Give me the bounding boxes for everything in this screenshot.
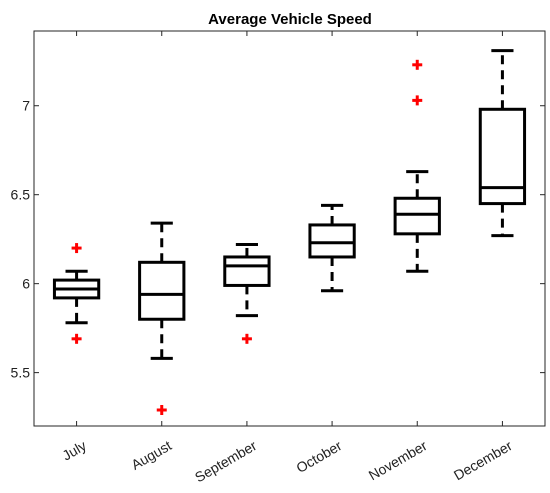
outlier-marker: [156, 404, 167, 415]
iqr-box: [223, 255, 271, 287]
box-november: [393, 59, 441, 273]
iqr-box: [138, 260, 186, 321]
x-category-label: August: [128, 437, 174, 473]
x-category-label: September: [192, 437, 260, 485]
x-category-label: October: [293, 437, 344, 476]
iqr-box: [478, 107, 527, 206]
boxes-group: [52, 49, 527, 415]
box-july: [52, 243, 101, 344]
outlier-marker: [71, 243, 82, 254]
outlier-marker: [241, 333, 252, 344]
x-category-label: July: [59, 437, 89, 463]
box-december: [478, 49, 527, 238]
x-axis: July August September October November Decemb…: [59, 31, 515, 485]
box-october: [308, 203, 356, 293]
iqr-box: [308, 223, 356, 259]
x-category-label: December: [451, 437, 515, 483]
box-august: [138, 221, 186, 415]
y-tick-label: 7: [22, 98, 30, 114]
iqr-box: [393, 196, 441, 236]
chart-title: Average Vehicle Speed: [208, 11, 372, 28]
y-tick-label: 5.5: [11, 365, 31, 381]
plot-frame: [33, 30, 546, 427]
box-september: [223, 243, 271, 344]
outlier-marker: [412, 95, 423, 106]
outlier-marker: [71, 333, 82, 344]
y-axis: 5.5 6 6.5 7: [11, 98, 545, 381]
y-tick-label: 6.5: [11, 187, 31, 203]
x-category-label: November: [366, 437, 430, 483]
y-tick-label: 6: [22, 276, 30, 292]
outlier-marker: [412, 59, 423, 70]
